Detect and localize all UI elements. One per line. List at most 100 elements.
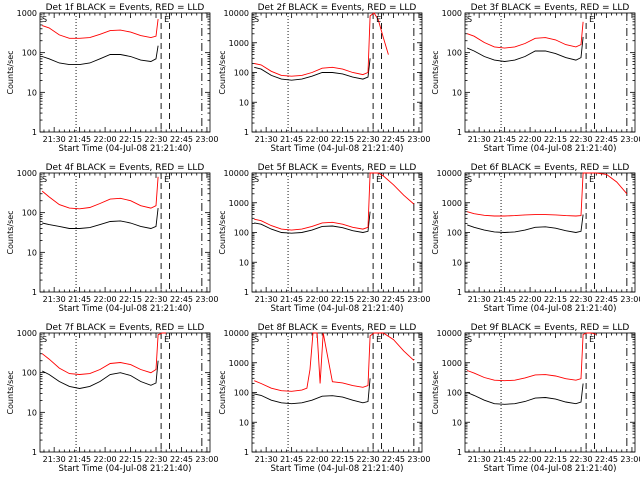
y-axis-label: Counts/sec: [218, 50, 227, 94]
panel-2: Det 2f BLACK = Events, RED = LLD 1 10 100 10…: [218, 3, 430, 154]
x-tick-label: 22:15: [119, 455, 142, 464]
panel-title: Det 1f BLACK = Events, RED = LLD: [46, 3, 205, 13]
y-axis-label: Counts/sec: [218, 210, 227, 254]
y-tick-label: 100: [22, 49, 37, 58]
x-axis-label: Start Time (04-Jul-08 21:21:40): [484, 144, 617, 154]
y-tick-label: 10: [239, 258, 249, 267]
plot-frame: [464, 12, 636, 133]
series-lld-line: [467, 332, 597, 382]
x-tick-label: 23:00: [195, 135, 218, 144]
x-tick-label: 22:30: [144, 135, 167, 144]
series-lld-line: [41, 176, 159, 210]
x-tick-label: 22:00: [306, 295, 329, 304]
x-tick-label: 21:30: [468, 295, 491, 304]
x-tick-label: 21:45: [280, 135, 303, 144]
x-tick-label: 23:00: [620, 295, 640, 304]
y-tick-label: 1000: [229, 199, 249, 208]
panel-3: Det 3f BLACK = Events, RED = LLD 1 10 100 10…: [431, 3, 640, 154]
y-axis-label: Counts/sec: [6, 370, 15, 414]
corner-label-end: E: [589, 335, 594, 344]
corner-label-end: E: [164, 15, 169, 24]
x-axis-label: Start Time (04-Jul-08 21:21:40): [484, 304, 617, 314]
x-tick-label: 22:15: [544, 455, 567, 464]
corner-label-end: E: [164, 175, 169, 184]
y-tick-label: 10: [452, 88, 462, 97]
x-tick-label: 23:00: [407, 295, 430, 304]
x-tick-label: 22:15: [119, 135, 142, 144]
y-tick-label: 100: [22, 369, 37, 378]
y-tick-label: 1000: [229, 39, 249, 48]
series-events-line: [254, 378, 371, 405]
y-tick-label: 1: [244, 128, 249, 137]
corner-label-start: S: [467, 15, 472, 24]
x-tick-label: 21:45: [493, 295, 516, 304]
panel-title: Det 4f BLACK = Events, RED = LLD: [46, 163, 205, 173]
panel-8: Det 8f BLACK = Events, RED = LLD 1 10 100 10…: [218, 323, 430, 474]
corner-label-start: S: [254, 15, 259, 24]
y-tick-label: 100: [234, 389, 249, 398]
x-tick-label: 22:30: [356, 135, 379, 144]
y-tick-label: 100: [22, 209, 37, 218]
corner-label-end: E: [376, 335, 381, 344]
y-axis-label: Counts/sec: [6, 50, 15, 94]
y-tick-label: 1000: [17, 329, 37, 338]
panel-title: Det 2f BLACK = Events, RED = LLD: [258, 3, 417, 13]
corner-label-end: E: [376, 15, 381, 24]
y-tick-label: 10000: [437, 169, 462, 178]
plot-frame: [251, 12, 423, 133]
corner-label-start: S: [254, 335, 259, 344]
x-tick-label: 22:30: [356, 455, 379, 464]
panel-title: Det 9f BLACK = Events, RED = LLD: [471, 323, 630, 333]
x-tick-label: 22:30: [144, 455, 167, 464]
x-tick-label: 22:45: [170, 295, 193, 304]
series-lld-line: [41, 332, 167, 375]
x-tick-label: 22:00: [519, 455, 542, 464]
y-axis-label: Counts/sec: [431, 210, 440, 254]
x-tick-label: 22:30: [569, 295, 592, 304]
x-tick-label: 23:00: [407, 455, 430, 464]
x-tick-label: 23:00: [407, 135, 430, 144]
plot-frame: [464, 332, 636, 453]
x-tick-label: 22:00: [306, 455, 329, 464]
x-axis-label: Start Time (04-Jul-08 21:21:40): [59, 304, 192, 314]
corner-label-start: S: [42, 15, 47, 24]
x-tick-label: 22:45: [595, 455, 618, 464]
x-tick-label: 23:00: [620, 455, 640, 464]
x-tick-label: 22:45: [382, 135, 405, 144]
y-tick-label: 10: [452, 258, 462, 267]
x-tick-label: 22:15: [331, 455, 354, 464]
series-events-line: [254, 211, 371, 234]
x-tick-label: 22:15: [331, 295, 354, 304]
series-events-line: [42, 208, 159, 229]
y-tick-label: 10: [239, 418, 249, 427]
x-tick-label: 22:45: [170, 135, 193, 144]
y-tick-label: 1: [457, 448, 462, 457]
y-tick-label: 10: [27, 408, 37, 417]
y-tick-label: 1: [32, 448, 37, 457]
panel-5: Det 5f BLACK = Events, RED = LLD 1 10 100 10…: [218, 163, 430, 314]
x-tick-label: 22:45: [595, 295, 618, 304]
y-tick-label: 1: [244, 288, 249, 297]
y-tick-label: 100: [234, 69, 249, 78]
y-tick-label: 1: [32, 128, 37, 137]
panel-title: Det 7f BLACK = Events, RED = LLD: [46, 323, 205, 333]
series-lld-line: [254, 172, 415, 231]
x-tick-label: 22:00: [94, 295, 117, 304]
y-tick-label: 1: [244, 448, 249, 457]
x-tick-label: 22:15: [331, 135, 354, 144]
series-lld-line: [42, 19, 159, 39]
x-axis-label: Start Time (04-Jul-08 21:21:40): [271, 304, 404, 314]
series-lld-line: [254, 332, 415, 392]
x-tick-label: 21:30: [43, 455, 66, 464]
y-tick-label: 10: [27, 248, 37, 257]
x-tick-label: 22:30: [569, 455, 592, 464]
y-tick-label: 1: [32, 288, 37, 297]
x-tick-label: 21:45: [280, 295, 303, 304]
plot-frame: [39, 172, 211, 293]
y-tick-label: 10: [452, 418, 462, 427]
y-tick-label: 10000: [224, 329, 249, 338]
corner-label-start: S: [254, 175, 259, 184]
y-tick-label: 1000: [17, 169, 37, 178]
x-tick-label: 21:45: [68, 455, 91, 464]
corner-label-start: S: [42, 175, 47, 184]
